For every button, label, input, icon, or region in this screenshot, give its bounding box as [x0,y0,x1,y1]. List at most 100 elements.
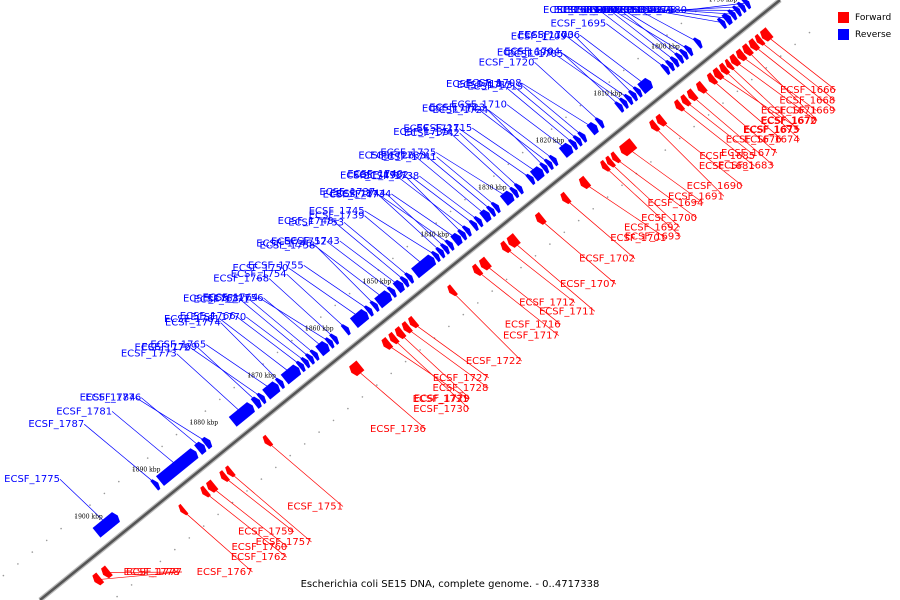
gene-arrow-ecsf_1735[interactable] [509,186,520,199]
gene-label-ecsf_1684[interactable]: ECSF_1684 [595,5,651,16]
gene-label-ecsf_1732[interactable]: ECSF_1732 [353,170,409,181]
gene-arrow-ecsf_1771[interactable] [309,349,320,361]
gene-label-ecsf_1721[interactable]: ECSF_1721 [403,124,459,135]
gene-arrow-ecsf_1693[interactable] [600,159,611,172]
gene-arrow-ecsf_1768[interactable] [329,333,340,345]
gene-arrow-ecsf_1759[interactable] [219,470,231,482]
gene-label-ecsf_1747[interactable]: ECSF_1747 [323,190,379,201]
gene-arrow-ecsf_1681[interactable] [674,99,686,112]
gene-label-ecsf_1679[interactable]: ECSF_1679 [617,5,673,16]
gene-label-ecsf_1761[interactable]: ECSF_1761 [164,314,220,325]
gene-label-ecsf_1725[interactable]: ECSF_1725 [380,148,436,159]
gene-label-ecsf_1666[interactable]: ECSF_1666 [780,85,836,96]
gene-label-ecsf_1674[interactable]: ECSF_1674 [744,135,800,146]
gene-label-ecsf_1781[interactable]: ECSF_1781 [56,406,112,417]
gene-arrow-ecsf_1726[interactable] [479,209,492,223]
gene-label-ecsf_1776[interactable]: ECSF_1776 [85,393,141,404]
gene-label-ecsf_1711[interactable]: ECSF_1711 [539,306,595,317]
gene-arrow-ecsf_1730[interactable] [388,331,400,345]
gene-label-ecsf_1695[interactable]: ECSF_1695 [550,19,606,30]
gene-arrow-ecsf_1692[interactable] [605,155,617,168]
gene-label-ecsf_1729[interactable]: ECSF_1729 [414,393,470,404]
gene-arrow-ecsf_1674[interactable] [719,62,731,75]
gene-arrow-ecsf_1736[interactable] [349,360,365,377]
gene-label-ecsf_1746[interactable]: ECSF_1746 [256,239,312,250]
gene-arrow-ecsf_1737[interactable] [435,247,446,259]
gene-arrow-ecsf_1707[interactable] [534,211,547,225]
gene-arrow-ecsf_1744[interactable] [439,243,450,255]
gene-arrow-ecsf_1778[interactable] [92,572,105,586]
gene-label-ecsf_1710[interactable]: ECSF_1710 [451,100,507,111]
gene-arrow-ecsf_1741[interactable] [490,201,501,214]
gene-label-ecsf_1778[interactable]: ECSF_1778 [124,567,180,578]
gene-label-ecsf_1683[interactable]: ECSF_1683 [718,161,774,172]
gene-arrow-ecsf_1757[interactable] [225,465,236,478]
gene-label-ecsf_1733[interactable]: ECSF_1733 [370,151,426,162]
gene-arrow-ecsf_1776[interactable] [194,441,207,455]
gene-arrow-ecsf_1747[interactable] [444,239,455,251]
gene-arrow-ecsf_1740[interactable] [457,229,468,241]
gene-label-ecsf_1702[interactable]: ECSF_1702 [579,254,635,265]
gene-arrow-ecsf_1680[interactable] [741,0,752,10]
gene-label-ecsf_1727[interactable]: ECSF_1727 [433,373,489,384]
gene-arrow-ecsf_1668[interactable] [754,33,766,46]
gene-arrow-ecsf_1673[interactable] [724,58,735,71]
gene-arrow-ecsf_1723[interactable] [539,162,550,174]
gene-label-ecsf_1741[interactable]: ECSF_1741 [381,152,437,163]
gene-arrow-ecsf_1684[interactable] [716,17,727,30]
gene-arrow-ecsf_1715[interactable] [529,166,545,182]
gene-label-ecsf_1770[interactable]: ECSF_1770 [190,312,246,323]
gene-arrow-ecsf_1700[interactable] [610,151,622,164]
gene-label-ecsf_1713[interactable]: ECSF_1713 [457,80,513,91]
gene-label-ecsf_1740[interactable]: ECSF_1740 [347,169,403,180]
gene-arrow-ecsf_1677[interactable] [695,80,708,94]
gene-label-ecsf_1755[interactable]: ECSF_1755 [248,260,304,271]
gene-arrow-ecsf_1749[interactable] [461,225,472,237]
gene-label-ecsf_1722[interactable]: ECSF_1722 [466,356,522,367]
gene-arrow-ecsf_1719[interactable] [577,131,588,143]
gene-label-ecsf_1693[interactable]: ECSF_1693 [625,232,681,243]
gene-label-ecsf_1767[interactable]: ECSF_1767 [197,567,253,578]
gene-label-ecsf_1744[interactable]: ECSF_1744 [330,188,386,199]
gene-arrow-ecsf_1672[interactable] [729,53,742,67]
gene-arrow-ecsf_1705[interactable] [623,93,634,106]
gene-arrow-ecsf_1706[interactable] [637,77,654,95]
gene-label-ecsf_1764[interactable]: ECSF_1764 [203,292,259,303]
gene-arrow-ecsf_1675[interactable] [712,67,725,81]
gene-arrow-ecsf_1761[interactable] [280,364,302,385]
gene-arrow-ecsf_1690[interactable] [655,113,668,127]
gene-arrow-ecsf_1695[interactable] [660,63,671,76]
gene-label-ecsf_1766[interactable]: ECSF_1766 [180,311,236,322]
gene-label-ecsf_1763[interactable]: ECSF_1763 [183,293,239,304]
gene-arrow-ecsf_1689[interactable] [664,59,676,72]
gene-label-ecsf_1748[interactable]: ECSF_1748 [278,216,334,227]
gene-arrow-ecsf_1686[interactable] [731,5,742,17]
gene-arrow-ecsf_1765[interactable] [262,381,281,400]
gene-arrow-ecsf_1724[interactable] [548,154,559,167]
gene-label-ecsf_1669[interactable]: ECSF_1669 [780,105,836,116]
gene-arrow-ecsf_1762[interactable] [200,485,211,498]
gene-arrow-ecsf_1716[interactable] [478,256,492,271]
gene-label-ecsf_1704[interactable]: ECSF_1704 [504,46,560,57]
gene-label-ecsf_1703[interactable]: ECSF_1703 [518,30,574,41]
gene-arrow-ecsf_1713[interactable] [572,135,583,147]
gene-label-ecsf_1769[interactable]: ECSF_1769 [141,342,197,353]
gene-arrow-ecsf_1687[interactable] [683,44,694,57]
gene-arrow-ecsf_1671[interactable] [735,48,748,62]
gene-labels[interactable]: ECSF_1666ECSF_1668ECSF_1669ECSF_1670ECSF… [4,5,836,578]
gene-arrow-ecsf_1676[interactable] [706,72,719,85]
gene-label-ecsf_1765[interactable]: ECSF_1765 [150,340,206,351]
gene-arrow-ecsf_1738[interactable] [473,216,484,228]
gene-label-ecsf_1705[interactable]: ECSF_1705 [507,49,563,60]
gene-label-ecsf_1756[interactable]: ECSF_1756 [208,293,264,304]
gene-arrow-ecsf_1781[interactable] [155,448,199,486]
gene-arrow-ecsf_1682[interactable] [721,12,733,26]
gene-label-ecsf_1768[interactable]: ECSF_1768 [213,274,269,285]
gene-arrow-ecsf_1729[interactable] [394,326,407,340]
gene-arrow-ecsf_1698[interactable] [692,37,703,49]
gene-label-ecsf_1772[interactable]: ECSF_1772 [135,343,191,354]
gene-label-ecsf_1685[interactable]: ECSF_1685 [699,151,755,162]
gene-label-ecsf_1697[interactable]: ECSF_1697 [557,5,613,16]
gene-arrow-ecsf_1773[interactable] [228,402,255,427]
gene-arrow-ecsf_1666[interactable] [759,27,774,42]
